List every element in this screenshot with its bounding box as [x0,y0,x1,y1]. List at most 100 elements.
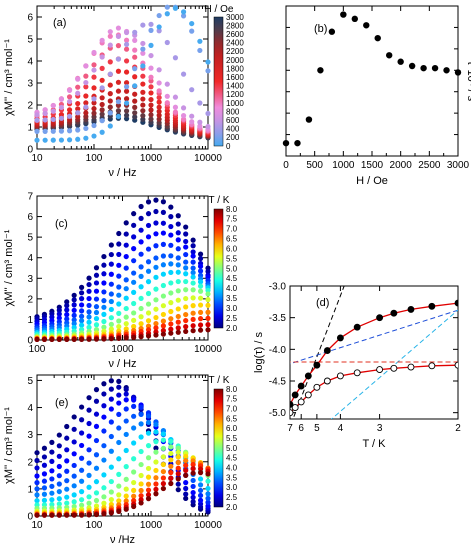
panel-c-point-T4.5 [160,282,166,289]
panel-a-point-H2200 [132,98,138,104]
panel-e-point-T7.5 [168,475,174,481]
panel-a-point-H800 [50,102,56,109]
panel-c-point-T6 [153,314,159,321]
panel-a-point-H2400 [83,114,89,120]
panel-c-point-T7 [153,325,159,331]
panel-c-point-T3 [131,258,137,264]
panel-a-point-H600 [197,119,203,125]
panel-e-point-T2.75 [123,397,129,403]
panel-e-point-T3 [123,406,129,412]
panel-c-point-T7.5 [205,322,211,328]
panel-a-point-H1600 [91,85,97,91]
panel-c-point-T3 [86,302,92,309]
panel-e-point-T2 [41,445,48,451]
panel-c-point-T6.5 [153,321,159,327]
panel-c-colorbar-title: T / K [209,195,230,206]
panel-c-point-T2 [145,199,152,205]
panel-a-point-H600 [189,113,195,119]
panel-a-point-H800 [132,37,138,44]
panel-c-point-T3.25 [108,291,114,297]
panel-c-point-T8 [183,328,189,335]
panel-e-point-T5.5 [108,496,114,503]
panel-c-point-T3.25 [153,255,159,261]
panel-a-point-H1000 [156,88,162,94]
panel-a-point-H400 [107,71,113,77]
panel-c-point-T2.75 [145,234,152,240]
panel-c-point-T8 [175,329,181,335]
panel-c-point-T2 [131,211,137,217]
panel-a-point-H1600 [140,81,146,87]
panel-e-point-T2.75 [93,423,100,430]
panel-c-point-T8 [101,336,107,342]
panel-e-point-T2.5 [116,392,122,398]
panel-e-point-T3.5 [34,492,40,498]
panel-a-point-H1400 [107,59,113,65]
panel-e-point-T3 [71,462,77,469]
panel-b-chart: 0 500 1000 1500 2000 2500 3000 (b) H / Oe τ*10⁴ /… [282,5,471,187]
panel-e-point-T6.5 [183,457,189,464]
panel-e-point-T4 [160,431,166,437]
panel-a-point-H2600 [99,111,105,117]
panel-c-point-T5.5 [205,297,211,303]
panel-e-point-T2.25 [41,454,48,460]
panel-a-point-H2400 [91,110,97,116]
panel-a-point-H0 [75,136,81,142]
panel-e-point-T2 [175,487,181,493]
panel-b-point [282,139,290,147]
panel-c-point-T2 [64,299,70,305]
panel-c-point-T3 [123,265,129,271]
panel-c-point-T7.5 [197,322,204,328]
panel-a-point-H600 [205,123,211,130]
panel-c-ytick-label: 6 [27,212,33,223]
panel-a-point-H0 [66,137,73,143]
panel-e-point-T8 [41,512,48,518]
panel-a-point-H600 [140,40,146,47]
panel-c-ytick-label: 3 [27,274,33,285]
panel-d-xtick-label: 2 [455,423,461,434]
panel-e-point-T2 [93,387,100,393]
panel-c-point-T2 [190,237,196,243]
panel-c-point-T2.25 [71,297,77,303]
panel-a-point-H1400 [148,84,154,90]
panel-c-point-T2.75 [190,253,196,259]
panel-c-point-T4 [131,289,137,295]
panel-e-point-T4 [108,464,114,470]
panel-c-point-T8 [34,336,40,342]
panel-e-point-T3 [190,483,196,490]
panel-a-point-H600 [83,79,89,86]
panel-e-point-T2.5 [86,420,92,427]
panel-b-point [397,58,404,65]
panel-e-point-T3 [34,480,40,486]
panel-d-point-open [454,361,458,369]
panel-e-point-T6 [138,481,144,487]
panel-e-point-T2.75 [49,468,55,474]
panel-c-point-T3.5 [101,304,107,310]
panel-c-point-T3.25 [79,313,85,319]
panel-c-point-T4.5 [145,290,152,297]
panel-d-xtick-label: 3 [377,423,383,434]
panel-e-ytick-label: 2 [27,457,33,468]
panel-e-point-T2 [108,378,114,384]
panel-e-point-T7 [168,469,174,476]
panel-a-point-H1800 [83,100,89,106]
panel-d-point-filled [428,302,436,310]
panel-e-point-T3.5 [116,439,122,446]
panel-c-point-T2.75 [86,295,92,302]
panel-a-colorbar-tick: 400 [226,125,240,134]
panel-e-point-T3.5 [56,488,62,495]
panel-c-point-T2 [183,224,189,230]
panel-a-point-H800 [83,63,89,69]
panel-e-ytick-label: 5 [27,376,33,387]
panel-c-point-T5 [197,288,204,294]
panel-e-point-T8 [56,512,62,518]
panel-a-point-H400 [140,22,146,28]
panel-a-ytick-label: 6 [27,13,33,24]
panel-c-point-T2.25 [86,281,92,288]
panel-a-point-H1400 [156,94,162,101]
panel-e-point-T8 [168,480,174,487]
panel-e-point-T3.25 [197,487,204,494]
panel-e-ytick-label: 1 [27,484,33,495]
panel-c-point-T3 [183,251,189,258]
panel-e-point-T6 [131,487,137,493]
